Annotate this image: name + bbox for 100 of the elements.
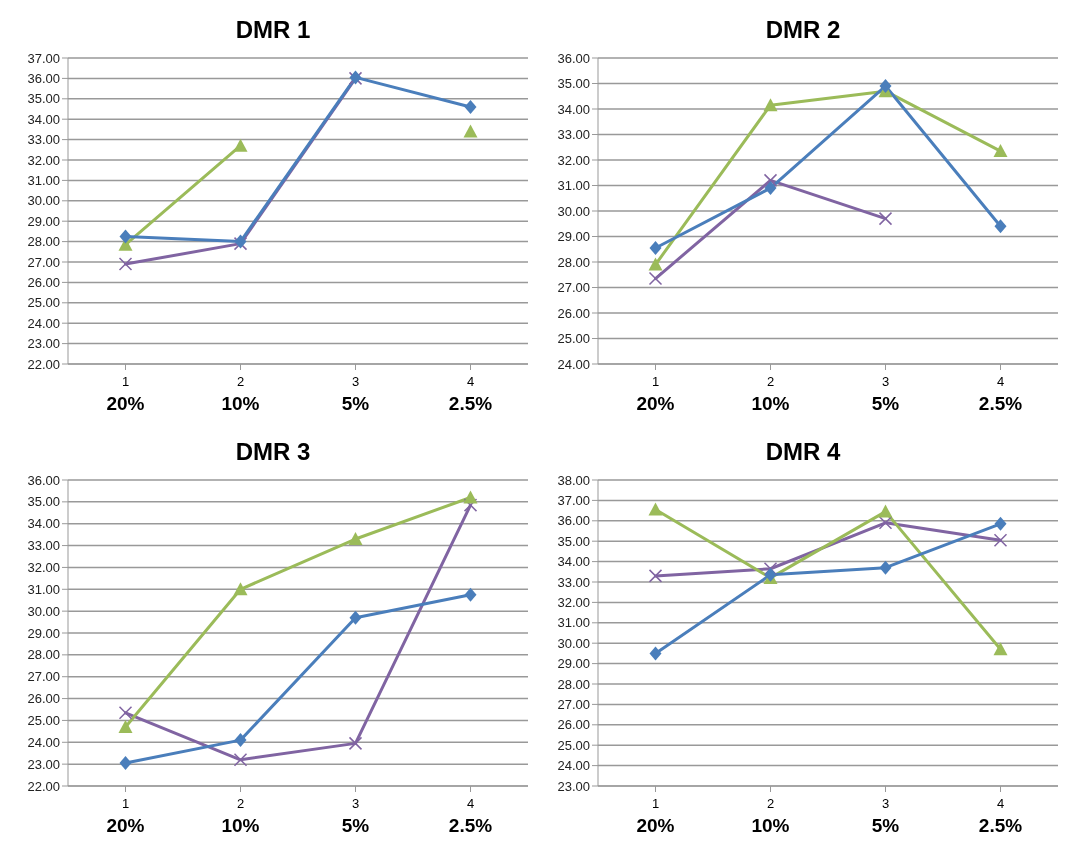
point	[763, 98, 778, 112]
y-tick-label: 31.00	[27, 173, 60, 189]
point	[463, 490, 478, 504]
y-tick-label: 25.00	[557, 331, 590, 347]
point	[233, 753, 248, 767]
y-tick-label: 33.00	[27, 538, 60, 554]
x-tick-label: 4 2.5%	[448, 796, 493, 836]
y-tick-label: 29.00	[27, 625, 60, 641]
x-tick-label: 1 20%	[106, 374, 145, 414]
y-tick-label: 23.00	[557, 778, 590, 794]
y-tick-label: 23.00	[27, 756, 60, 772]
y-tick-label: 35.00	[27, 494, 60, 510]
y-tick-label: 30.00	[27, 193, 60, 209]
y-tick-label: 37.00	[27, 50, 60, 66]
y-tick-label: 30.00	[557, 635, 590, 651]
y-tick-label: 25.00	[557, 737, 590, 753]
chart-title: DMR 2	[764, 15, 842, 45]
x-tick-label: 1 20%	[106, 796, 145, 836]
point	[763, 173, 778, 188]
y-tick-label: 28.00	[27, 647, 60, 663]
y-tick-label: 30.00	[27, 603, 60, 619]
x-tick-label: 2 10%	[751, 374, 790, 414]
point	[463, 498, 478, 512]
y-tick-label: 36.00	[27, 472, 60, 488]
point	[464, 587, 477, 602]
y-tick-label: 29.00	[557, 229, 590, 245]
y-tick-label: 33.00	[27, 132, 60, 148]
y-tick-label: 34.00	[557, 554, 590, 570]
x-tick-label: 1 20%	[636, 796, 675, 836]
y-tick-label: 22.00	[27, 778, 60, 794]
y-tick-label: 38.00	[557, 472, 590, 488]
point	[463, 124, 478, 138]
x-tick-label: 2 10%	[221, 796, 260, 836]
point	[649, 646, 662, 661]
point	[763, 561, 778, 576]
point	[878, 516, 893, 530]
point	[349, 610, 362, 625]
y-tick-label: 27.00	[557, 280, 590, 296]
y-tick-label: 37.00	[557, 493, 590, 509]
y-tick-label: 34.00	[27, 516, 60, 532]
y-tick-label: 25.00	[27, 713, 60, 729]
y-tick-label: 32.00	[557, 595, 590, 611]
point	[764, 181, 777, 196]
y-tick-label: 32.00	[27, 152, 60, 168]
y-tick-label: 31.00	[557, 615, 590, 631]
chart-title: DMR 1	[234, 15, 312, 45]
y-tick-label: 31.00	[557, 178, 590, 194]
y-tick-label: 30.00	[557, 203, 590, 219]
point	[994, 219, 1007, 234]
y-tick-label: 24.00	[557, 758, 590, 774]
point	[878, 504, 893, 518]
x-tick-label: 3 5%	[341, 796, 370, 836]
y-tick-label: 24.00	[557, 356, 590, 372]
y-tick-label: 28.00	[557, 254, 590, 270]
y-tick-label: 27.00	[27, 254, 60, 270]
point	[993, 642, 1008, 656]
point	[118, 257, 133, 271]
point	[994, 516, 1007, 531]
y-tick-label: 32.00	[557, 152, 590, 168]
y-tick-label: 26.00	[557, 305, 590, 321]
y-tick-label: 22.00	[27, 356, 60, 372]
y-tick-label: 34.00	[27, 111, 60, 127]
y-tick-label: 34.00	[557, 101, 590, 117]
y-tick-label: 28.00	[27, 234, 60, 250]
y-tick-label: 35.00	[27, 91, 60, 107]
chart-title: DMR 3	[234, 437, 312, 467]
point	[648, 569, 663, 583]
point	[348, 532, 363, 546]
y-tick-label: 33.00	[557, 574, 590, 590]
point	[118, 719, 133, 733]
x-tick-label: 2 10%	[221, 374, 260, 414]
point	[879, 79, 892, 94]
point	[648, 257, 663, 271]
y-tick-label: 23.00	[27, 336, 60, 352]
y-tick-label: 36.00	[557, 50, 590, 66]
y-tick-label: 29.00	[27, 213, 60, 229]
y-tick-label: 24.00	[27, 315, 60, 331]
point	[878, 211, 893, 226]
y-tick-label: 24.00	[27, 734, 60, 750]
point	[649, 240, 662, 255]
x-tick-label: 4 2.5%	[978, 374, 1023, 414]
x-tick-label: 2 10%	[751, 796, 790, 836]
point	[233, 138, 248, 152]
x-tick-label: 4 2.5%	[978, 796, 1023, 836]
point	[993, 144, 1008, 158]
y-tick-label: 27.00	[557, 697, 590, 713]
point	[119, 229, 132, 244]
point	[118, 706, 133, 720]
y-tick-label: 26.00	[557, 717, 590, 733]
x-tick-label: 3 5%	[871, 374, 900, 414]
x-tick-label: 3 5%	[871, 796, 900, 836]
y-tick-label: 35.00	[557, 533, 590, 549]
y-tick-label: 35.00	[557, 76, 590, 92]
point	[879, 560, 892, 575]
x-tick-label: 3 5%	[341, 374, 370, 414]
x-tick-label: 4 2.5%	[448, 374, 493, 414]
y-tick-label: 27.00	[27, 669, 60, 685]
y-tick-label: 33.00	[557, 127, 590, 143]
y-tick-label: 25.00	[27, 295, 60, 311]
point	[234, 733, 247, 748]
